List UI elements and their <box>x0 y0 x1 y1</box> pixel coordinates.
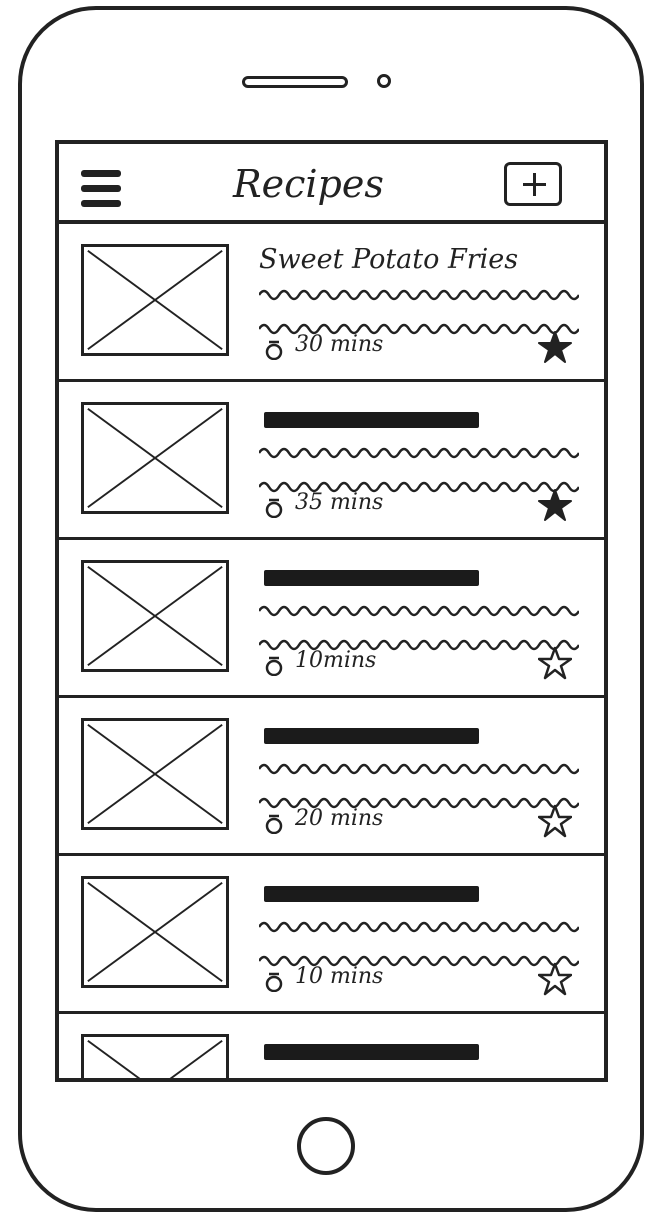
description-line <box>259 797 579 809</box>
description-line <box>259 289 579 301</box>
description-line <box>259 1076 579 1082</box>
image-placeholder-icon <box>81 560 229 672</box>
star-icon[interactable] <box>538 330 572 364</box>
description-line <box>259 921 579 933</box>
timer-icon <box>265 340 283 360</box>
recipe-name-placeholder <box>264 886 479 902</box>
star-icon[interactable] <box>538 488 572 522</box>
recipe-name-placeholder <box>264 1044 479 1060</box>
front-camera <box>377 74 391 88</box>
app-screen: Recipes Sweet Potato Fries 30 mins 35 mins… <box>55 140 608 1082</box>
add-recipe-button[interactable] <box>504 162 562 206</box>
recipe-card[interactable] <box>59 1014 604 1082</box>
description-line <box>259 605 579 617</box>
recipe-card[interactable]: 35 mins <box>59 382 604 540</box>
image-placeholder-icon <box>81 876 229 988</box>
recipe-list: Sweet Potato Fries 30 mins 35 mins 10mins 20… <box>59 224 604 1082</box>
recipe-name-placeholder <box>264 570 479 586</box>
star-icon[interactable] <box>537 804 573 838</box>
star-icon[interactable] <box>537 646 573 680</box>
cook-time: 20 mins <box>295 806 384 831</box>
image-placeholder-icon <box>81 718 229 830</box>
timer-icon <box>265 656 283 676</box>
home-button[interactable] <box>297 1117 355 1175</box>
recipe-card[interactable]: 20 mins <box>59 698 604 856</box>
recipe-card[interactable]: 10 mins <box>59 856 604 1014</box>
timer-icon <box>265 972 283 992</box>
speaker-grille <box>242 76 348 88</box>
description-line <box>259 323 579 335</box>
recipe-name-placeholder <box>264 728 479 744</box>
image-placeholder-icon <box>81 402 229 514</box>
description-line <box>259 639 579 651</box>
page-title: Recipes <box>233 162 384 206</box>
description-line <box>259 955 579 967</box>
recipe-name-placeholder <box>264 412 479 428</box>
image-placeholder-icon <box>81 244 229 356</box>
recipe-card[interactable]: Sweet Potato Fries 30 mins <box>59 224 604 382</box>
timer-icon <box>265 498 283 518</box>
timer-icon <box>265 814 283 834</box>
app-bar: Recipes <box>59 144 604 224</box>
recipe-card[interactable]: 10mins <box>59 540 604 698</box>
recipe-name: Sweet Potato Fries <box>259 244 519 275</box>
image-placeholder-icon <box>81 1034 229 1078</box>
description-line <box>259 481 579 493</box>
description-line <box>259 447 579 459</box>
hamburger-menu-icon[interactable] <box>81 170 121 210</box>
cook-time: 35 mins <box>295 490 384 515</box>
cook-time: 10mins <box>295 648 377 673</box>
star-icon[interactable] <box>537 962 573 996</box>
cook-time: 10 mins <box>295 964 384 989</box>
cook-time: 30 mins <box>295 332 384 357</box>
description-line <box>259 763 579 775</box>
